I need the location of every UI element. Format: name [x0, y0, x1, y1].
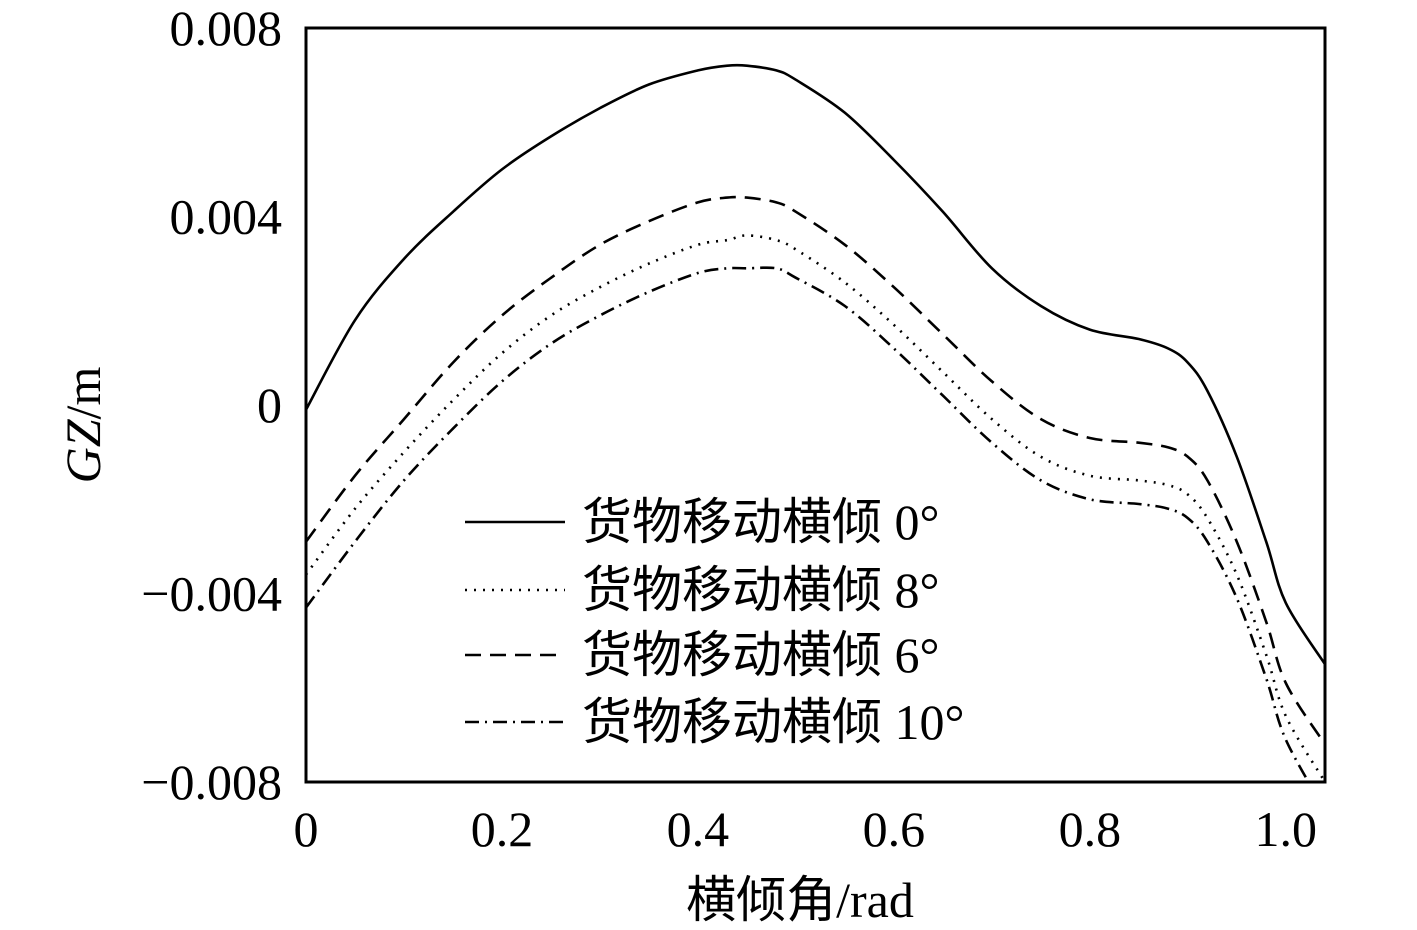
y-axis-title-unit: /m	[55, 367, 111, 420]
series-line-dashdot	[306, 266, 1311, 782]
series-line-solid	[306, 63, 1325, 665]
y-axis-title: GZ/m	[55, 367, 111, 484]
y-axis-tick-labels: 0.008 0.004 0 −0.004 −0.008	[141, 0, 282, 810]
plot-frame	[304, 26, 1327, 784]
x-axis-tick-labels: 0 0.2 0.4 0.6 0.8 1.0	[294, 801, 1318, 857]
legend-label: 货物移动横倾 6°	[582, 627, 940, 683]
y-tick-label: −0.004	[141, 566, 282, 622]
y-tick-label: 0.008	[170, 0, 283, 56]
x-tick-label: 0.2	[471, 801, 534, 857]
y-tick-label: 0	[257, 377, 282, 433]
x-tick-label: 1.0	[1255, 801, 1318, 857]
x-tick-label: 0.4	[667, 801, 730, 857]
legend-label: 货物移动横倾 0°	[582, 494, 940, 550]
legend-label: 货物移动横倾 10°	[582, 694, 965, 750]
y-tick-label: 0.004	[170, 189, 283, 245]
x-tick-label: 0.8	[1059, 801, 1122, 857]
legend-label: 货物移动横倾 8°	[582, 562, 940, 618]
legend: 货物移动横倾 0° 货物移动横倾 8° 货物移动横倾 6° 货物移动横倾 10°	[465, 494, 965, 750]
series-lines	[306, 63, 1325, 782]
x-tick-label: 0	[294, 801, 319, 857]
x-axis-title: 横倾角/rad	[686, 872, 914, 928]
y-axis-title-symbol: GZ	[55, 418, 111, 483]
y-tick-label: −0.008	[141, 754, 282, 810]
series-line-dashed	[306, 195, 1325, 745]
x-tick-label: 0.6	[863, 801, 926, 857]
